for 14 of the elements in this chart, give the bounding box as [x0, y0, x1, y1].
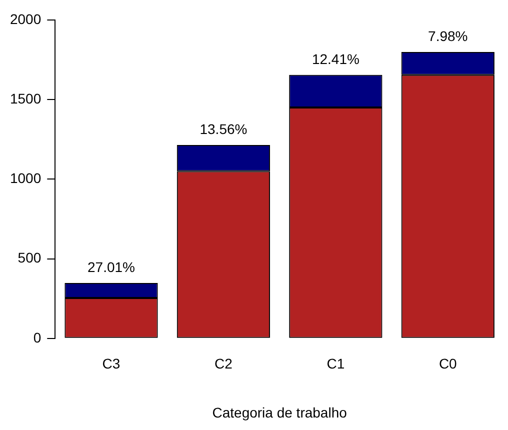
y-tick-label: 0 — [33, 329, 42, 346]
x-tick-label: C3 — [102, 356, 120, 372]
x-axis-title: Categoria de trabalho — [212, 404, 348, 420]
y-tick-label: 1000 — [10, 170, 42, 186]
y-tick-label: 1500 — [10, 90, 42, 106]
x-tick-label: C0 — [438, 356, 458, 372]
y-tick-label: 2000 — [10, 10, 42, 27]
annotation: 27.01% — [88, 258, 135, 275]
annotation: 12.41% — [312, 50, 360, 67]
annotation: 13.56% — [200, 120, 248, 137]
y-tick-label: 500 — [18, 250, 42, 266]
annotation: 7.98% — [428, 28, 468, 44]
x-tick-label: C2 — [214, 356, 233, 372]
x-tick-label: C1 — [326, 356, 345, 372]
